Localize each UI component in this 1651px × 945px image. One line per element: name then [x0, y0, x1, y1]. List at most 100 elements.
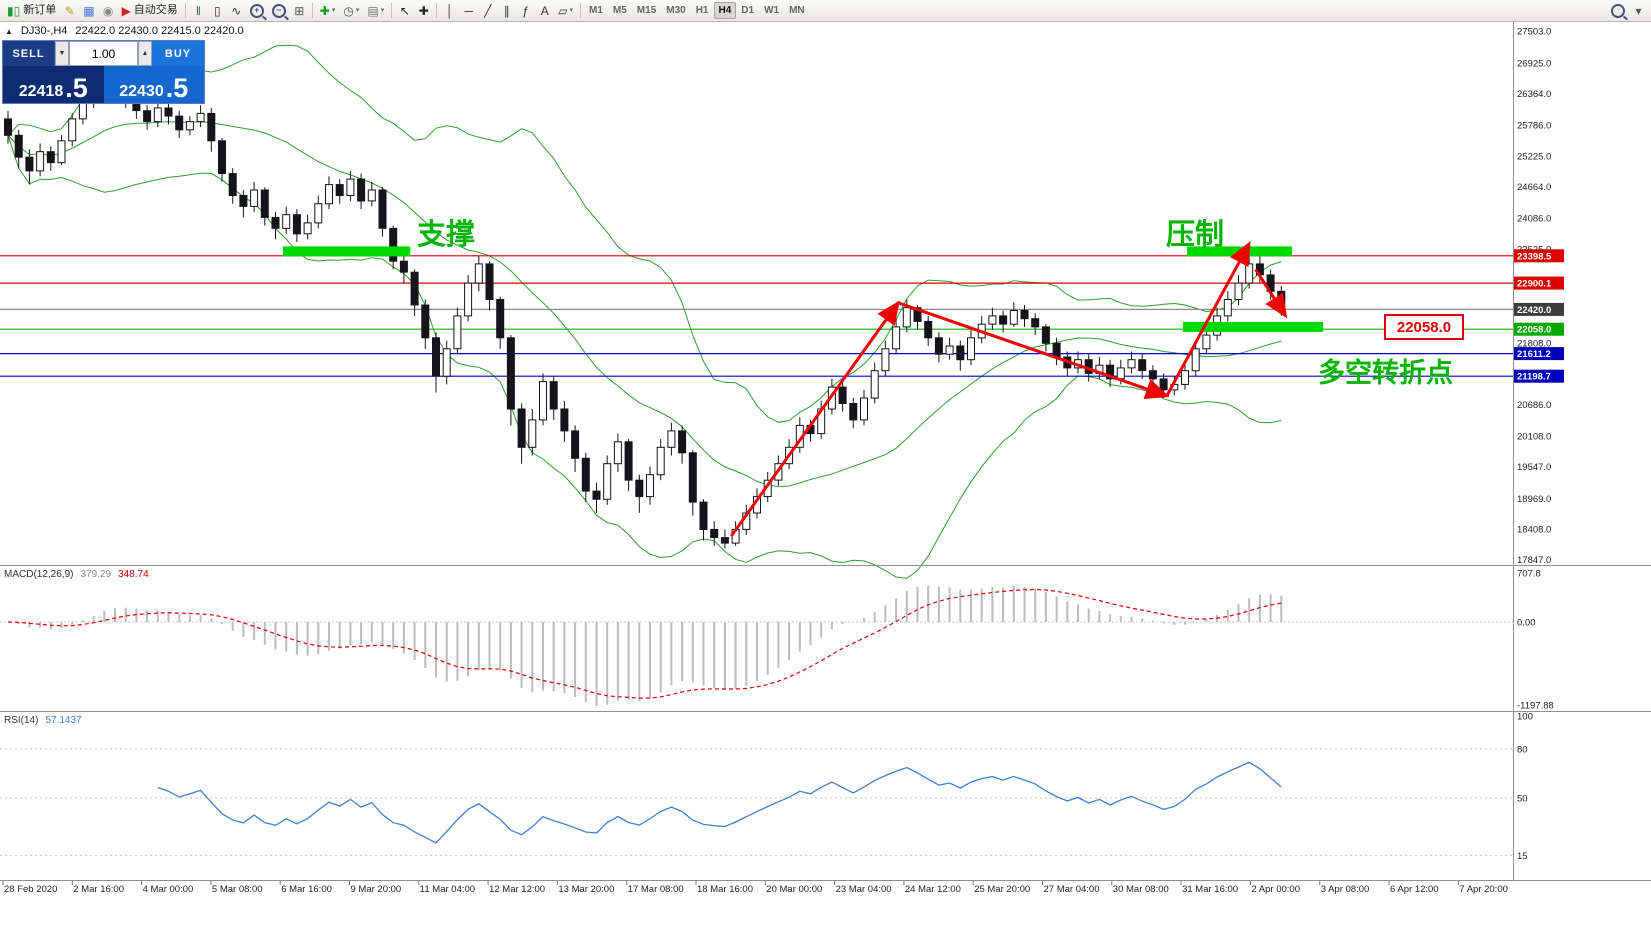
rsi-line: [157, 761, 1282, 844]
price-tag-label: 21198.7: [1517, 372, 1551, 383]
price-callout-box[interactable]: 22058.0: [1384, 314, 1464, 340]
toolbar-separator: [579, 3, 581, 18]
volume-input[interactable]: 1.00: [69, 41, 138, 66]
trend-arrow-2[interactable]: [1165, 241, 1251, 397]
bollinger-lower: [7, 135, 1282, 579]
timeframe-w1-button[interactable]: W1: [759, 2, 784, 19]
trend-arrow-3[interactable]: [1254, 268, 1288, 319]
time-axis-label: 30 Mar 08:00: [1113, 884, 1169, 895]
crosshair-button[interactable]: ✚: [415, 2, 432, 20]
search-button[interactable]: [1608, 2, 1628, 20]
tile-windows-button[interactable]: ⊞: [291, 2, 308, 20]
candle-body: [1159, 378, 1168, 391]
volume-increase-button[interactable]: ▲: [138, 41, 152, 66]
templates-icon: ▤: [367, 3, 379, 18]
timeframe-h1-button[interactable]: H1: [691, 2, 714, 19]
candle-body: [1191, 348, 1200, 372]
chart-style-button[interactable]: ✎: [61, 2, 78, 20]
price-tick-label: 20686.0: [1517, 400, 1551, 411]
shapes-button[interactable]: ▱ ▾: [555, 2, 576, 20]
ohlc-bars-type-icon: ‖: [195, 3, 201, 18]
candlestick-type-button[interactable]: ▯: [209, 2, 226, 20]
sell-button[interactable]: SELL: [3, 41, 55, 66]
indicators-button[interactable]: ✚ ▾: [317, 2, 339, 20]
trend-arrow-1[interactable]: [897, 301, 1170, 399]
time-axis-label: 5 Mar 08:00: [212, 884, 263, 895]
cursor-button[interactable]: ↖: [396, 2, 413, 20]
time-axis-label: 17 Mar 08:00: [628, 884, 684, 895]
buy-price[interactable]: 22430.5: [103, 66, 204, 103]
line-type-button[interactable]: ∿: [228, 2, 245, 20]
candle-body: [924, 320, 933, 339]
candle-body: [870, 370, 879, 399]
time-axis-label: 3 Apr 08:00: [1321, 884, 1370, 895]
candle-body: [913, 307, 922, 322]
candle-body: [678, 430, 687, 454]
timeframe-m30-button[interactable]: M30: [661, 2, 690, 19]
price-tick-label: 17847.0: [1517, 555, 1551, 566]
text-label-icon: A: [540, 3, 549, 18]
candle-body: [4, 118, 12, 136]
price-tag-label: 22900.1: [1517, 279, 1552, 290]
candle-body: [1052, 342, 1061, 358]
dropdown-arrow-icon: ▾: [380, 7, 385, 14]
zoom-in-button[interactable]: +: [247, 2, 267, 20]
time-axis-label: 25 Mar 20:00: [974, 884, 1030, 895]
fibonacci-icon: ƒ: [522, 3, 530, 18]
trend-arrow-0[interactable]: [730, 300, 900, 537]
market-watch-button[interactable]: ▦: [80, 2, 97, 20]
new-order-button[interactable]: ▮▯ 新订单: [4, 2, 59, 20]
main-toolbar: ▮▯ 新订单 ✎ ▦ ◉ ▶ 自动交易 ‖ ▯ ∿ + − ⊞ ✚ ▾ ◷ ▾ ▤ ▾ ↖ ✚ │ ─ ╱ ∥ ƒ A ▱ ▾ M1 M5 M…: [0, 0, 1651, 22]
time-axis-label: 28 Feb 2020: [4, 884, 57, 895]
sell-price[interactable]: 22418.5: [3, 66, 104, 103]
candle-body: [934, 337, 943, 355]
timeframe-mn-button[interactable]: MN: [784, 2, 810, 19]
candle-body: [207, 112, 216, 142]
candle-body: [528, 419, 537, 448]
support-annotation[interactable]: 支撑: [417, 219, 476, 251]
horizontal-line-button[interactable]: ─: [460, 2, 477, 20]
candle-body: [1031, 318, 1040, 328]
periods-icon: ◷: [343, 3, 354, 18]
cursor-icon: ↖: [399, 3, 410, 18]
time-axis-label: 13 Mar 20:00: [558, 884, 614, 895]
templates-button[interactable]: ▤ ▾: [364, 2, 387, 20]
buy-button[interactable]: BUY: [152, 41, 204, 66]
data-window-button[interactable]: ◉: [100, 2, 117, 20]
timeframe-d1-button[interactable]: D1: [736, 2, 759, 19]
vertical-line-button[interactable]: │: [441, 2, 458, 20]
zone-bar-2[interactable]: [1182, 321, 1324, 332]
collapse-panel-icon[interactable]: ▲: [5, 26, 13, 36]
autotrading-button[interactable]: ▶ 自动交易: [119, 2, 181, 20]
quick-access-button[interactable]: ▾: [1630, 2, 1647, 20]
price-tag: [1514, 302, 1564, 316]
candle-body: [688, 452, 697, 503]
zone-bar-0[interactable]: [283, 246, 411, 257]
trendline-button[interactable]: ╱: [479, 2, 496, 20]
timeframe-m5-button[interactable]: M5: [608, 2, 632, 19]
time-axis-label: 12 Mar 12:00: [489, 884, 545, 895]
fibonacci-button[interactable]: ƒ: [517, 2, 534, 20]
rsi-axis-label: 80: [1517, 744, 1528, 755]
candle-body: [635, 479, 644, 498]
candle-body: [185, 121, 194, 131]
volume-decrease-button[interactable]: ▼: [55, 41, 69, 66]
channel-button[interactable]: ∥: [498, 2, 515, 20]
resistance-annotation[interactable]: 压制: [1166, 219, 1225, 251]
timeframe-h4-button[interactable]: H4: [713, 2, 737, 19]
price-tag-label: 22058.0: [1517, 325, 1551, 336]
candle-body: [1202, 334, 1211, 350]
ohlc-bars-type-button[interactable]: ‖: [190, 2, 207, 20]
candle-body: [432, 337, 440, 377]
timeframe-m15-button[interactable]: M15: [632, 2, 661, 19]
toolbar-separator: [184, 3, 186, 18]
text-label-button[interactable]: A: [536, 2, 553, 20]
zoom-out-button[interactable]: −: [269, 2, 289, 20]
periods-button[interactable]: ◷ ▾: [340, 2, 362, 20]
candle-body: [699, 501, 708, 531]
timeframe-m1-button[interactable]: M1: [584, 2, 608, 19]
trendline-icon: ╱: [484, 3, 492, 18]
candle-body: [1106, 364, 1115, 380]
turning-point-annotation[interactable]: 多空转折点: [1318, 358, 1453, 388]
